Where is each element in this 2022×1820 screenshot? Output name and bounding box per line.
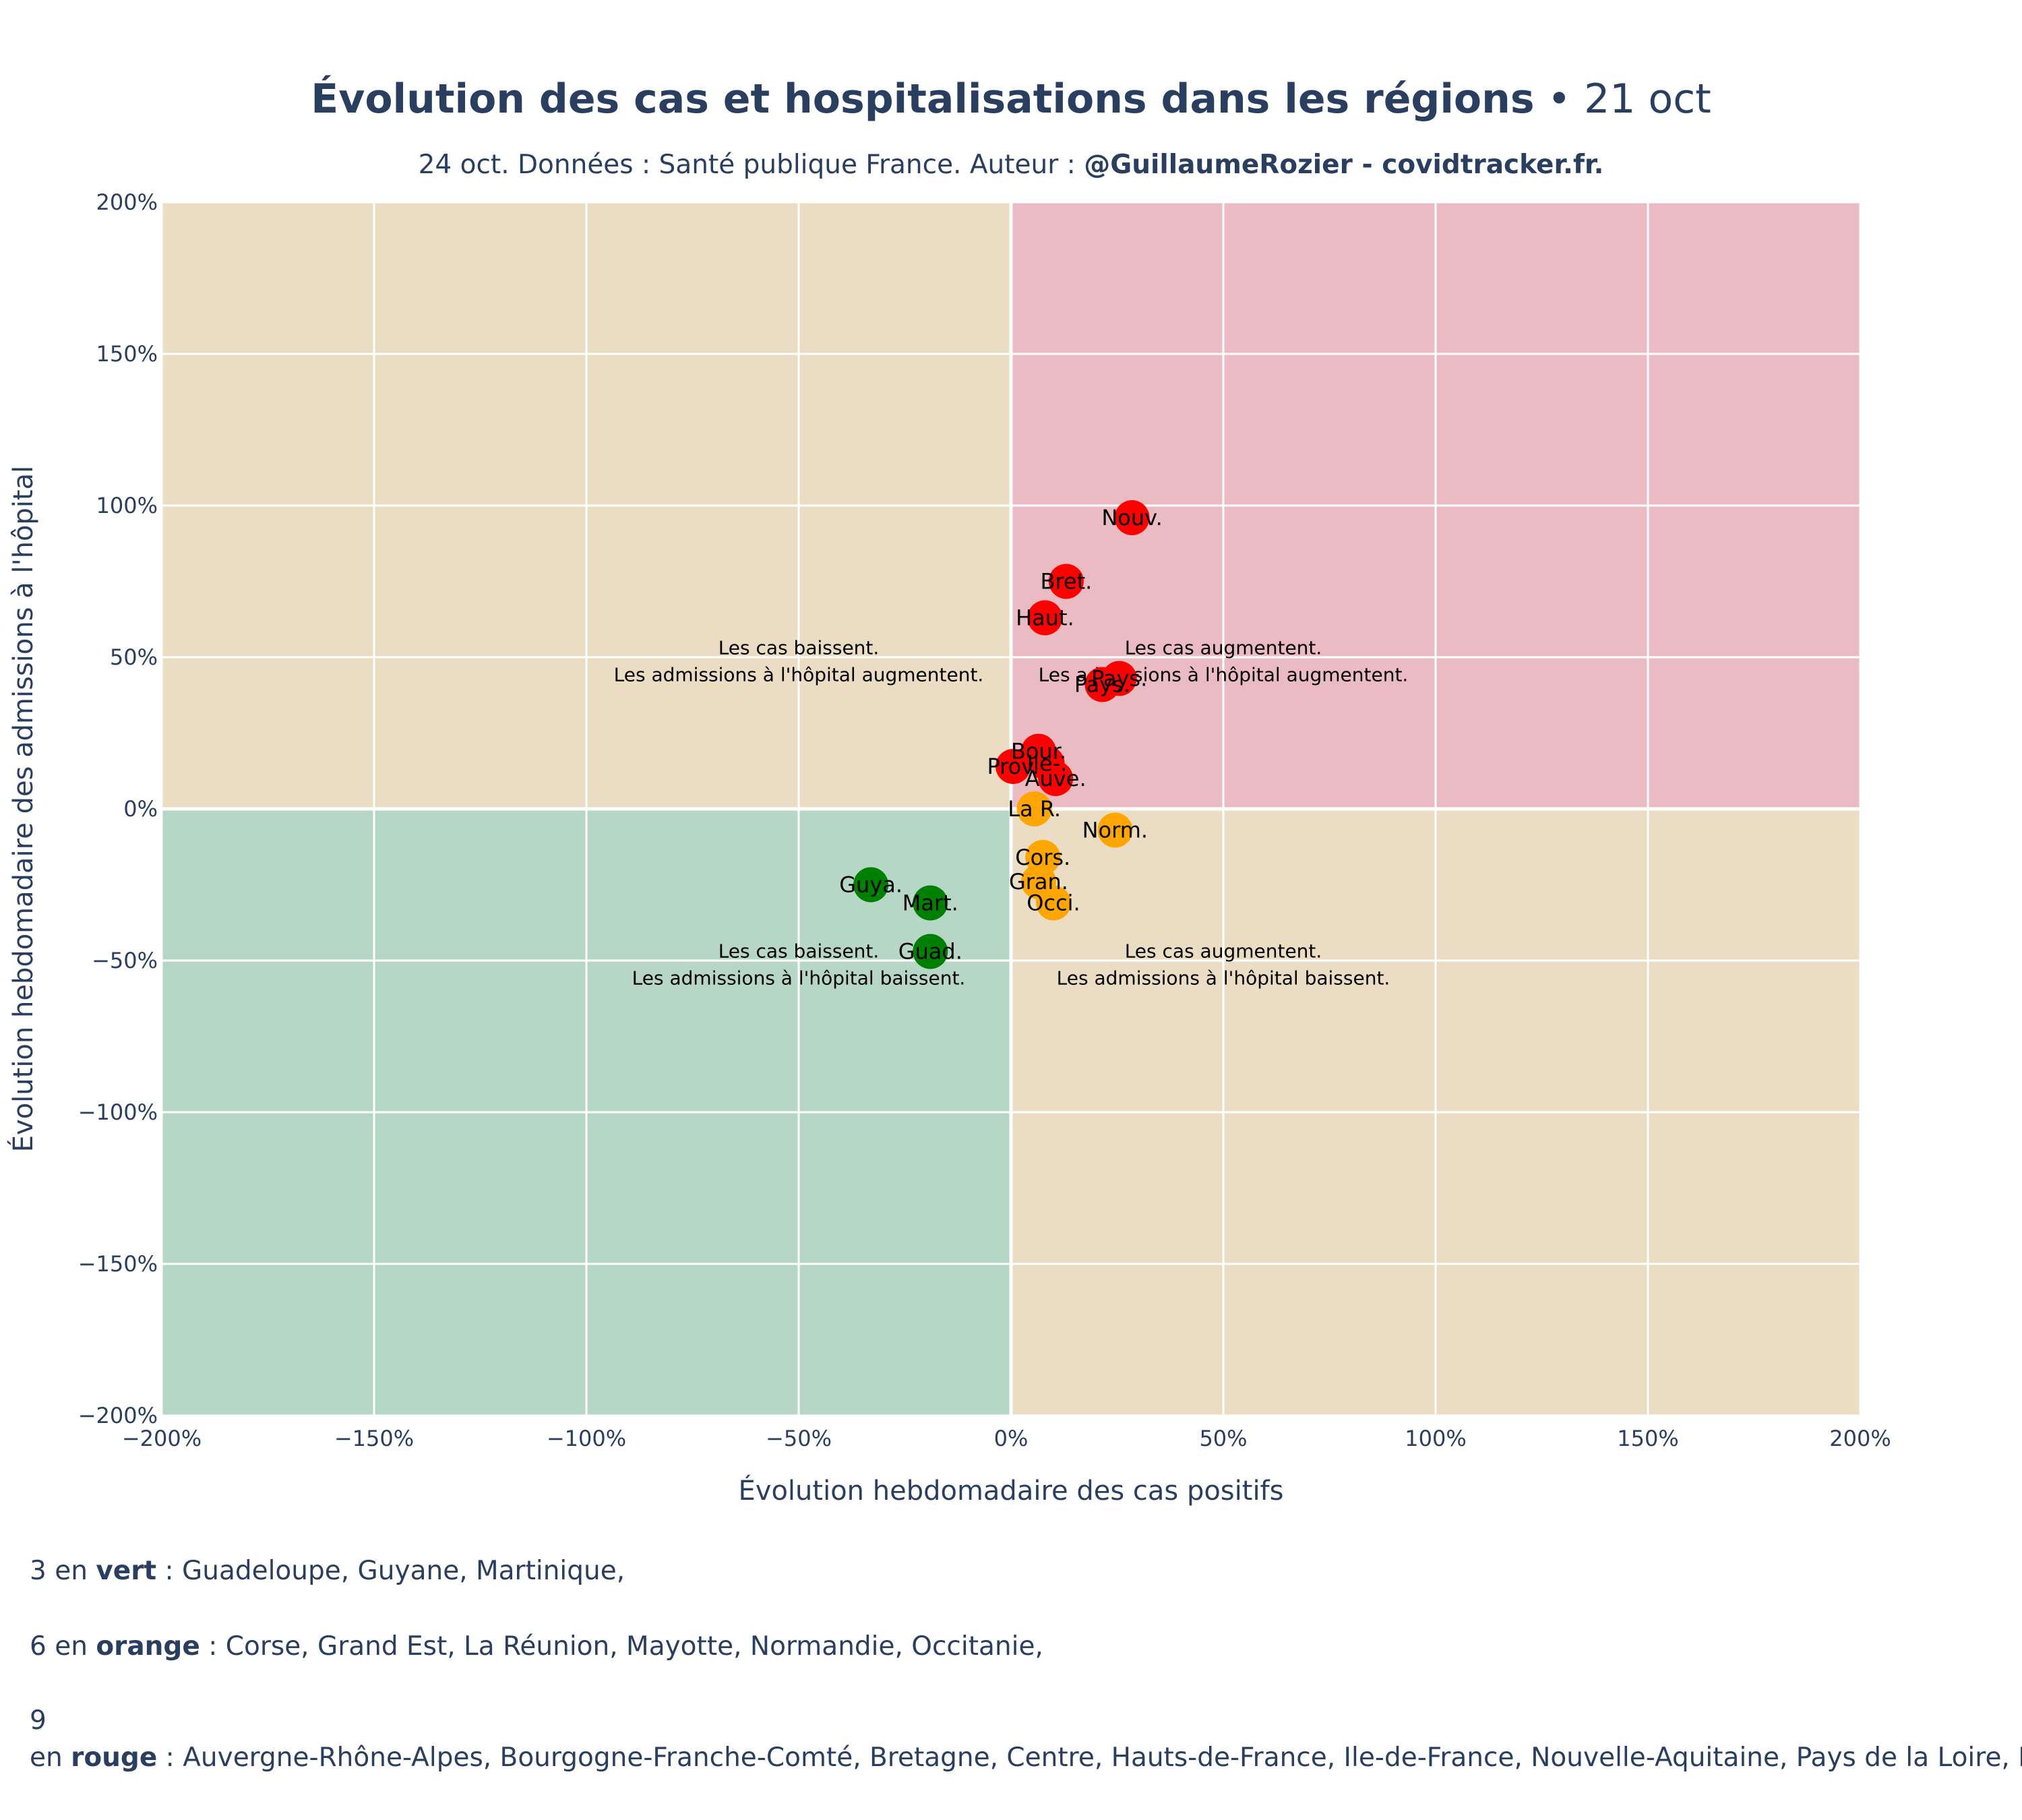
point-marker	[1084, 667, 1120, 702]
chart-subtitle: 24 oct. Données : Santé publique France.…	[0, 150, 2022, 180]
y-tick-label: 150%	[96, 341, 158, 367]
y-tick-label: 50%	[110, 644, 158, 670]
footer-green-line: 3 en vert : Guadeloupe, Guyane, Martiniq…	[30, 1556, 625, 1586]
footer-red-word: rouge	[71, 1742, 158, 1773]
point-marker	[995, 749, 1031, 784]
chart-title-date: 21 oct	[1584, 75, 1711, 123]
x-tick-label: 100%	[1405, 1426, 1466, 1451]
x-tick-label: 0%	[994, 1426, 1029, 1451]
point-label: Mart.	[902, 890, 958, 916]
point-label: Bour.	[1011, 739, 1066, 764]
chart-subtitle-source: 24 oct. Données : Santé publique France.…	[418, 150, 1084, 180]
y-tick-label: 100%	[96, 493, 158, 518]
footer-green-word: vert	[96, 1556, 157, 1586]
y-tick-label: −100%	[78, 1099, 158, 1125]
point-marker	[1027, 600, 1063, 636]
x-tick-label: −150%	[334, 1426, 414, 1451]
quadrant-annotation: Les admissions à l'hôpital augmentent.	[614, 664, 984, 686]
point-marker	[1048, 564, 1084, 599]
y-tick-label: −50%	[92, 948, 158, 973]
point-marker	[1097, 812, 1133, 848]
point-label: Guad.	[898, 939, 962, 965]
x-axis-title: Évolution hebdomadaire des cas positifs	[739, 1474, 1284, 1507]
footer-red-prefix: en	[30, 1742, 71, 1773]
footer-red-count: 9	[30, 1705, 47, 1736]
y-tick-label: 0%	[123, 796, 158, 822]
point-label: Haut.	[1016, 605, 1074, 631]
point-label: Nouv.	[1101, 505, 1162, 530]
x-tick-label: 150%	[1617, 1426, 1678, 1451]
footer-green-list: : Guadeloupe, Guyane, Martinique,	[156, 1556, 625, 1586]
point-label: Gran.	[1009, 869, 1068, 894]
y-tick-label: −150%	[78, 1251, 158, 1277]
chart-title-separator: •	[1534, 75, 1585, 123]
quadrant-annotation: Les cas baissent.	[718, 940, 880, 963]
quadrant-annotation: Les admissions à l'hôpital baissent.	[1057, 967, 1390, 990]
x-tick-label: 50%	[1199, 1426, 1247, 1451]
point-label: Ile-.	[1027, 751, 1068, 777]
y-tick-label: −200%	[78, 1403, 158, 1428]
point-label: Pays.	[1091, 666, 1147, 692]
chart-title: Évolution des cas et hospitalisations da…	[0, 75, 2022, 123]
y-axis-title: Évolution hebdomadaire des admissions à …	[7, 466, 39, 1153]
point-marker	[913, 934, 948, 969]
footer-red-count-line: 9	[30, 1705, 47, 1736]
footer-green-count: 3 en	[30, 1556, 96, 1586]
quadrant-annotation: Les cas augmentent.	[1125, 637, 1322, 659]
point-label: La R.	[1008, 796, 1061, 822]
point-label: Auve.	[1025, 766, 1086, 791]
footer-orange-line: 6 en orange : Corse, Grand Est, La Réuni…	[30, 1631, 1043, 1662]
x-tick-label: 200%	[1829, 1426, 1891, 1451]
footer-orange-word: orange	[96, 1631, 200, 1662]
footer-orange-count: 6 en	[30, 1631, 96, 1662]
point-marker	[1016, 791, 1052, 826]
point-marker	[853, 867, 889, 903]
point-label: Occi.	[1027, 890, 1080, 916]
point-marker	[1114, 500, 1150, 535]
chart-subtitle-author: @GuillaumeRozier - covidtracker.fr.	[1084, 150, 1604, 180]
point-marker	[1036, 885, 1071, 921]
point-label: Bret.	[1040, 569, 1092, 595]
point-label: Guya.	[839, 872, 902, 898]
footer-red-list: : Auvergne-Rhône-Alpes, Bourgogne-Franch…	[165, 1742, 2022, 1773]
point-marker	[913, 885, 948, 921]
quadrant-annotation: Les cas augmentent.	[1125, 940, 1322, 963]
footer-orange-list: : Corse, Grand Est, La Réunion, Mayotte,…	[200, 1631, 1043, 1662]
point-label: Prov.	[987, 754, 1039, 779]
x-tick-label: −100%	[547, 1426, 626, 1451]
point-label: Pays.	[1074, 672, 1130, 698]
chart-title-main: Évolution des cas et hospitalisations da…	[311, 75, 1535, 123]
point-label: Norm.	[1082, 818, 1148, 843]
quadrant-annotation: Les cas baissent.	[718, 637, 880, 659]
x-tick-label: −50%	[766, 1426, 832, 1451]
footer-red-line: en rouge : Auvergne-Rhône-Alpes, Bourgog…	[30, 1742, 2022, 1773]
x-tick-label: −200%	[122, 1426, 202, 1451]
y-tick-label: 200%	[96, 189, 158, 215]
point-label: Cors.	[1015, 845, 1070, 870]
quadrant-annotation: Les admissions à l'hôpital baissent.	[632, 967, 966, 990]
point-marker	[1038, 761, 1074, 796]
